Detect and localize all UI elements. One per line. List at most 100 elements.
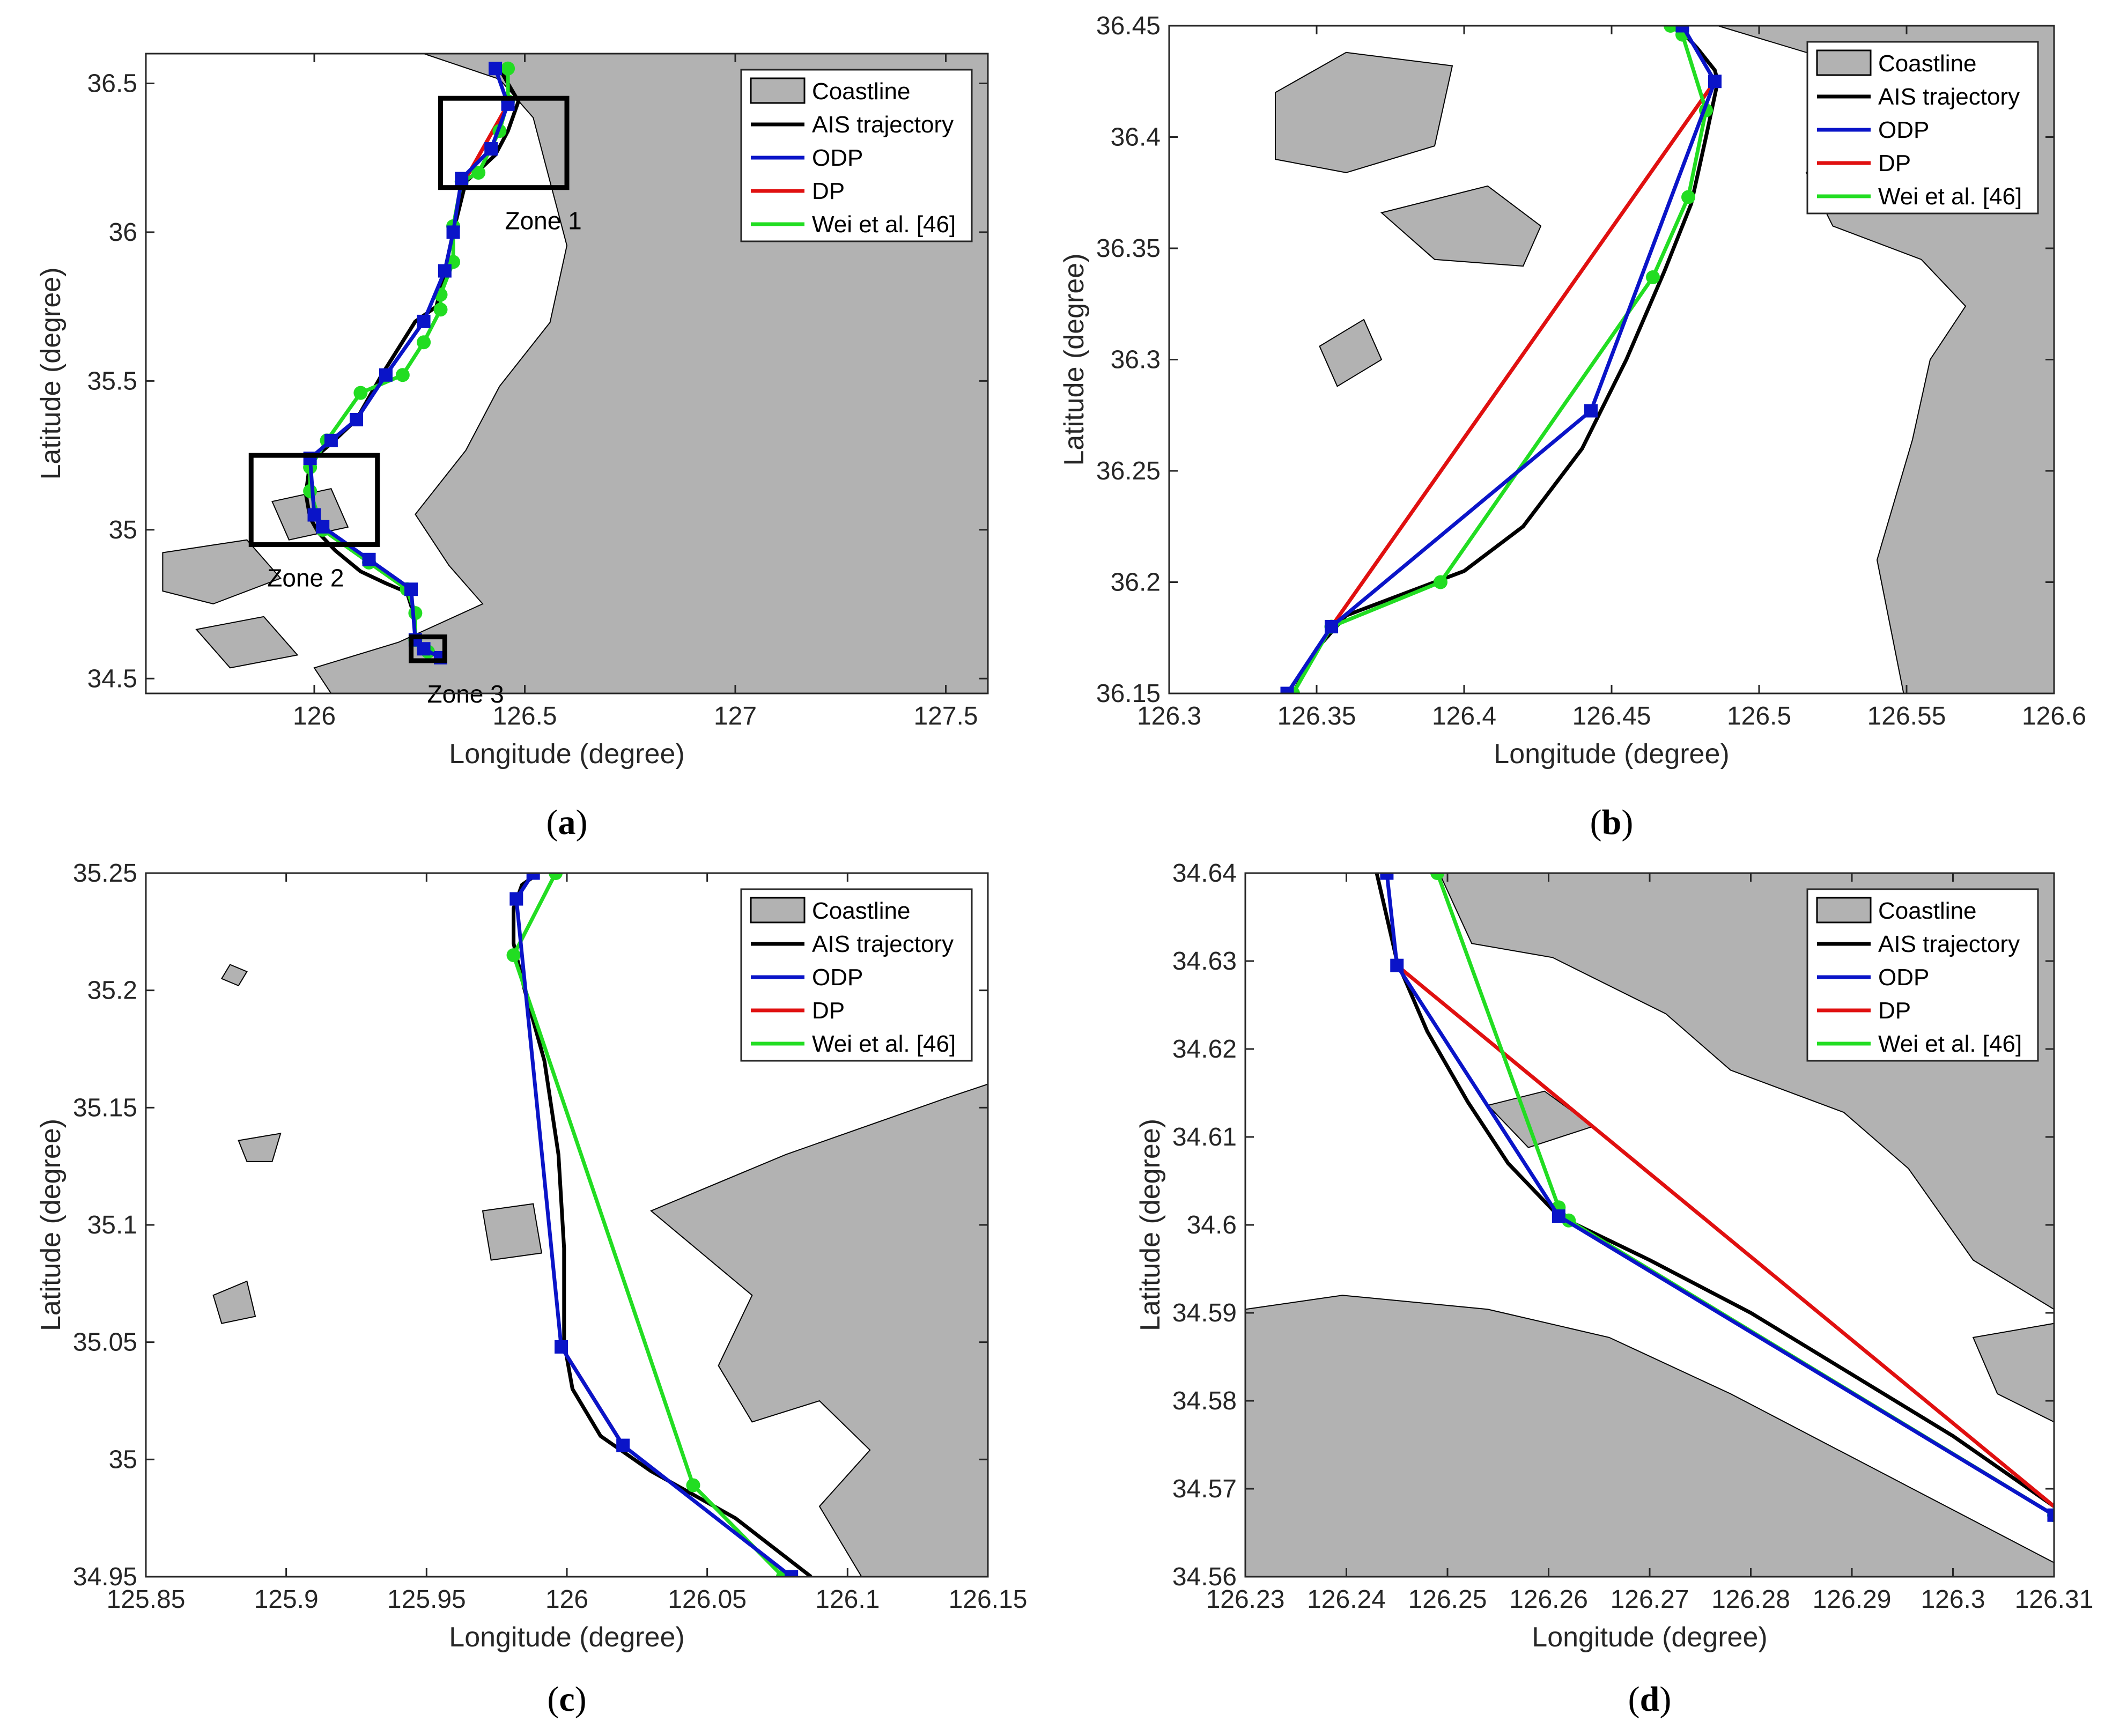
x-tick-label: 126.31 (2015, 1585, 2094, 1614)
y-tick-label: 36 (109, 218, 137, 247)
x-tick-label: 126 (293, 702, 336, 730)
x-tick-label: 126.45 (1572, 702, 1651, 730)
y-tick-label: 35 (109, 1445, 137, 1474)
legend-box (740, 888, 973, 1062)
odp-marker (350, 413, 363, 427)
land-mass (482, 1203, 543, 1261)
odp-marker (362, 552, 376, 566)
x-tick-label: 125.95 (387, 1585, 466, 1614)
legend-entry: DP (1878, 150, 1911, 176)
y-tick-label: 34.57 (1172, 1475, 1237, 1503)
legend-entry: Coastline (812, 898, 910, 924)
wei-marker (1434, 575, 1447, 589)
odp-marker (316, 520, 330, 534)
y-axis-label: Latitude (degree) (35, 1119, 67, 1331)
wei-marker (686, 1478, 700, 1493)
odp-marker (1380, 873, 1394, 880)
wei-marker (471, 165, 486, 180)
legend: Coastline AIS trajectory ODP DP Wei et al. [… (1806, 41, 2039, 215)
land-mass (1245, 1295, 2054, 1577)
land-mass (220, 964, 248, 987)
panel-caption: (a) (546, 803, 588, 842)
x-tick-label: 126.25 (1408, 1585, 1487, 1614)
x-tick-label: 126.6 (2022, 702, 2086, 730)
x-tick-label: 126 (545, 1585, 588, 1614)
wei-marker (501, 61, 515, 76)
x-axis-label: Longitude (degree) (1532, 1622, 1767, 1653)
odp-marker (417, 642, 431, 656)
legend-entry: ODP (812, 964, 863, 991)
legend-entry: Coastline (812, 78, 910, 105)
legend-entry: Coastline (1878, 50, 1976, 77)
y-tick-label: 35.15 (73, 1094, 137, 1122)
panel-caption: (c) (547, 1680, 586, 1719)
y-tick-label: 34.95 (73, 1563, 137, 1591)
chart-panel-c: 125.85 125.9 125.95 126 126.05 126.1 126.15 34.… (35, 859, 1027, 1719)
legend-entry: Wei et al. [46] (1878, 183, 2022, 210)
wei-marker (433, 302, 448, 317)
wei-marker (1430, 873, 1445, 880)
x-tick-label: 126.26 (1509, 1585, 1588, 1614)
legend-swatch-coastline (1816, 49, 1872, 76)
legend-entry: DP (1878, 998, 1911, 1024)
zone-box-2 (248, 453, 380, 548)
legend-entry: Wei et al. [46] (1878, 1031, 2022, 1057)
chart-panel-b: 126.3 126.35 126.4 126.45 126.5 126.55 126.6 36… (1059, 12, 2086, 842)
odp-marker (785, 1570, 799, 1577)
legend-entry: AIS trajectory (1878, 931, 2020, 957)
y-tick-label: 36.2 (1111, 568, 1161, 597)
wei-marker (1646, 270, 1660, 284)
series-line-odp (1385, 873, 2054, 1517)
odp-marker (509, 892, 523, 906)
caption-text: (b) (1590, 803, 1634, 842)
legend-entry: AIS trajectory (1878, 84, 2020, 110)
y-tick-label: 34.5 (87, 664, 137, 693)
odp-marker (1552, 1209, 1565, 1223)
x-tick-label: 126.35 (1277, 702, 1356, 730)
legend: Coastline AIS trajectory ODP DP Wei et al. [… (740, 69, 973, 242)
y-tick-label: 35.05 (73, 1328, 137, 1357)
wei-marker (549, 873, 563, 880)
caption-letter: a (558, 803, 576, 842)
odp-marker (455, 172, 469, 186)
y-tick-label: 35.25 (73, 859, 137, 888)
x-tick-label: 126.05 (668, 1585, 747, 1614)
land-mass (1380, 185, 1542, 267)
odp-marker (1325, 620, 1338, 633)
legend-entry: Wei et al. [46] (812, 211, 956, 238)
caption-text: (d) (1628, 1680, 1672, 1719)
odp-marker (489, 62, 503, 76)
chart-panel-d: 126.23 126.24 126.25 126.26 126.27 126.28 126.… (1135, 859, 2093, 1719)
x-axis-label: Longitude (degree) (449, 738, 684, 770)
y-tick-label: 34.62 (1172, 1035, 1237, 1063)
caption-text: (a) (546, 803, 588, 842)
y-tick-label: 34.56 (1172, 1563, 1237, 1591)
panel-caption: (d) (1628, 1680, 1672, 1719)
odp-marker (1708, 75, 1722, 88)
odp-marker (1675, 26, 1689, 33)
odp-marker (324, 433, 338, 447)
series-line-wei-et-al-46- (512, 873, 785, 1577)
series-line-wei-et-al-46- (1291, 26, 1708, 693)
y-tick-label: 34.64 (1172, 859, 1237, 888)
odp-marker (555, 1340, 568, 1354)
legend-entry: ODP (1878, 964, 1929, 991)
y-tick-label: 35.5 (87, 367, 137, 395)
land-mass (238, 1133, 282, 1162)
legend-entry: DP (812, 998, 845, 1024)
odp-marker (446, 225, 460, 239)
x-tick-label: 126.29 (1813, 1585, 1892, 1614)
y-tick-label: 36.3 (1111, 346, 1161, 374)
coastline-layer (212, 964, 988, 1577)
x-tick-label: 127 (714, 702, 757, 730)
series-line-dp (1330, 80, 1717, 628)
legend-swatch-coastline (1816, 897, 1872, 924)
trajectory-layer (506, 873, 813, 1577)
wei-marker (303, 484, 317, 498)
legend-entry: ODP (1878, 117, 1929, 143)
land-mass (1319, 319, 1383, 387)
x-tick-label: 126.15 (949, 1585, 1028, 1614)
y-axis-label: Latitude (degree) (1135, 1119, 1166, 1331)
legend-entry: Wei et al. [46] (812, 1031, 956, 1057)
